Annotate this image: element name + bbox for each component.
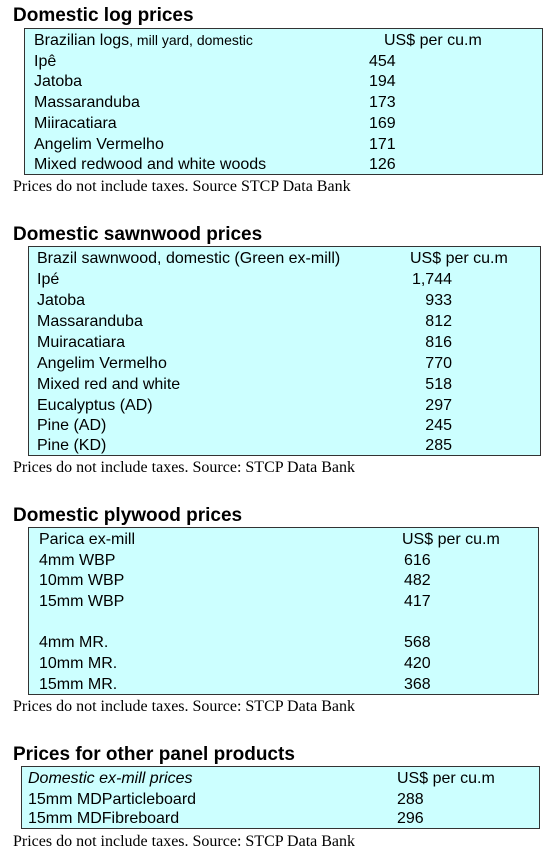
row-label: 10mm MR. xyxy=(39,655,118,672)
panel-prices-title: Prices for other panel products xyxy=(13,744,295,765)
row-value: 368 xyxy=(404,676,431,693)
panel-prices-table: Domestic ex-mill prices US$ per cu.m 15m… xyxy=(21,766,540,829)
sawnwood-prices-title: Domestic sawnwood prices xyxy=(13,224,263,245)
row-value: 420 xyxy=(404,655,431,672)
row-label: Massaranduba xyxy=(34,94,140,111)
row-label: 4mm WBP xyxy=(39,552,116,569)
table-row: Ipê 454 xyxy=(25,51,542,72)
plywood-header-row: Parica ex-mill US$ per cu.m xyxy=(29,529,538,550)
row-label: Angelim Vermelho xyxy=(34,136,164,153)
table-row: 15mm WBP 417 xyxy=(29,591,538,612)
panel-header-label: Domestic ex-mill prices xyxy=(28,770,193,787)
row-value: 616 xyxy=(404,552,431,569)
row-value: 568 xyxy=(404,634,431,651)
panel-prices-note: Prices do not include taxes. Source: STC… xyxy=(13,833,356,850)
plywood-prices-title: Domestic plywood prices xyxy=(13,505,243,526)
row-value: 171 xyxy=(369,136,396,153)
row-label: Jatoba xyxy=(37,292,86,309)
table-row: 15mm MR. 368 xyxy=(29,674,538,695)
log-prices-header-label: Brazilian logs, mill yard, domestic xyxy=(34,32,253,49)
row-label: Muiracatiara xyxy=(37,334,126,351)
plywood-prices-note: Prices do not include taxes. Source: STC… xyxy=(13,698,356,715)
panel-header-unit: US$ per cu.m xyxy=(397,770,495,787)
table-row: 4mm WBP 616 xyxy=(29,550,538,571)
row-label: 4mm MR. xyxy=(39,634,109,651)
table-row: 10mm WBP 482 xyxy=(29,570,538,591)
table-row: Jatoba 194 xyxy=(25,71,542,92)
row-label: Eucalyptus (AD) xyxy=(37,397,153,414)
row-label: Mixed redwood and white woods xyxy=(34,156,267,173)
row-value: 417 xyxy=(404,593,431,610)
plywood-prices-table: Parica ex-mill US$ per cu.m 4mm WBP 616 … xyxy=(28,527,539,695)
row-label: Mixed red and white xyxy=(37,376,181,393)
row-label: Angelim Vermelho xyxy=(37,355,167,372)
table-row: 15mm MDFibreboard 296 xyxy=(22,808,539,829)
sawnwood-header-row: Brazil sawnwood, domestic (Green ex-mill… xyxy=(29,248,540,269)
plywood-header-label: Parica ex-mill xyxy=(39,531,136,548)
row-label: Jatoba xyxy=(34,73,83,90)
table-row: Muiracatiara 816 xyxy=(29,332,540,353)
row-value: 770 xyxy=(425,355,452,372)
table-row: Jatoba 933 xyxy=(29,290,540,311)
row-label: Ipê xyxy=(34,53,57,70)
row-value: 173 xyxy=(369,94,396,111)
panel-header-row: Domestic ex-mill prices US$ per cu.m xyxy=(22,768,539,789)
log-prices-header-unit: US$ per cu.m xyxy=(384,32,482,49)
row-label: 15mm MDFibreboard xyxy=(28,810,180,827)
row-value: 297 xyxy=(425,397,452,414)
table-row: Massaranduba 173 xyxy=(25,92,542,113)
row-label: 15mm MDParticleboard xyxy=(28,791,197,808)
table-row: Massaranduba 812 xyxy=(29,311,540,332)
row-value: 296 xyxy=(397,810,424,827)
sawnwood-header-label: Brazil sawnwood, domestic (Green ex-mill… xyxy=(37,250,341,267)
table-row: Pine (AD) 245 xyxy=(29,415,540,436)
row-value: 454 xyxy=(369,53,396,70)
row-value: 1,744 xyxy=(411,271,452,288)
table-row: Angelim Vermelho 770 xyxy=(29,353,540,374)
row-value: 126 xyxy=(369,156,396,173)
row-label: 15mm WBP xyxy=(39,593,125,610)
row-value: 518 xyxy=(425,376,452,393)
table-row: Mixed red and white 518 xyxy=(29,374,540,395)
row-value: 288 xyxy=(397,791,424,808)
table-row: 4mm MR. 568 xyxy=(29,632,538,653)
sawnwood-prices-table: Brazil sawnwood, domestic (Green ex-mill… xyxy=(28,246,541,456)
table-row: 15mm MDParticleboard 288 xyxy=(22,789,539,810)
row-value: 245 xyxy=(425,417,452,434)
log-prices-note: Prices do not include taxes. Source STCP… xyxy=(13,178,351,195)
row-value: 169 xyxy=(369,115,396,132)
row-value: 194 xyxy=(369,73,396,90)
row-label: Pine (AD) xyxy=(37,417,107,434)
log-prices-header-row: Brazilian logs, mill yard, domestic US$ … xyxy=(25,30,542,51)
row-label: Ipé xyxy=(37,271,60,288)
table-row: Angelim Vermelho 171 xyxy=(25,134,542,155)
row-value: 482 xyxy=(404,572,431,589)
log-prices-title: Domestic log prices xyxy=(13,5,194,26)
row-label: Miiracatiara xyxy=(34,115,117,132)
row-label: Massaranduba xyxy=(37,313,143,330)
table-row: 10mm MR. 420 xyxy=(29,653,538,674)
row-value: 812 xyxy=(425,313,452,330)
row-label: Pine (KD) xyxy=(37,437,107,454)
row-label: 15mm MR. xyxy=(39,676,118,693)
plywood-header-unit: US$ per cu.m xyxy=(402,531,500,548)
sawnwood-prices-note: Prices do not include taxes. Source: STC… xyxy=(13,459,356,476)
sawnwood-header-unit: US$ per cu.m xyxy=(410,250,508,267)
log-prices-table: Brazilian logs, mill yard, domestic US$ … xyxy=(24,28,543,175)
table-row: Mixed redwood and white woods 126 xyxy=(25,154,542,175)
row-label: 10mm WBP xyxy=(39,572,125,589)
table-row: Pine (KD) 285 xyxy=(29,435,540,456)
row-value: 285 xyxy=(425,437,452,454)
table-row: Eucalyptus (AD) 297 xyxy=(29,395,540,416)
table-row: Miiracatiara 169 xyxy=(25,113,542,134)
table-row: Ipé 1,744 xyxy=(29,269,540,290)
row-value: 816 xyxy=(425,334,452,351)
row-value: 933 xyxy=(425,292,452,309)
